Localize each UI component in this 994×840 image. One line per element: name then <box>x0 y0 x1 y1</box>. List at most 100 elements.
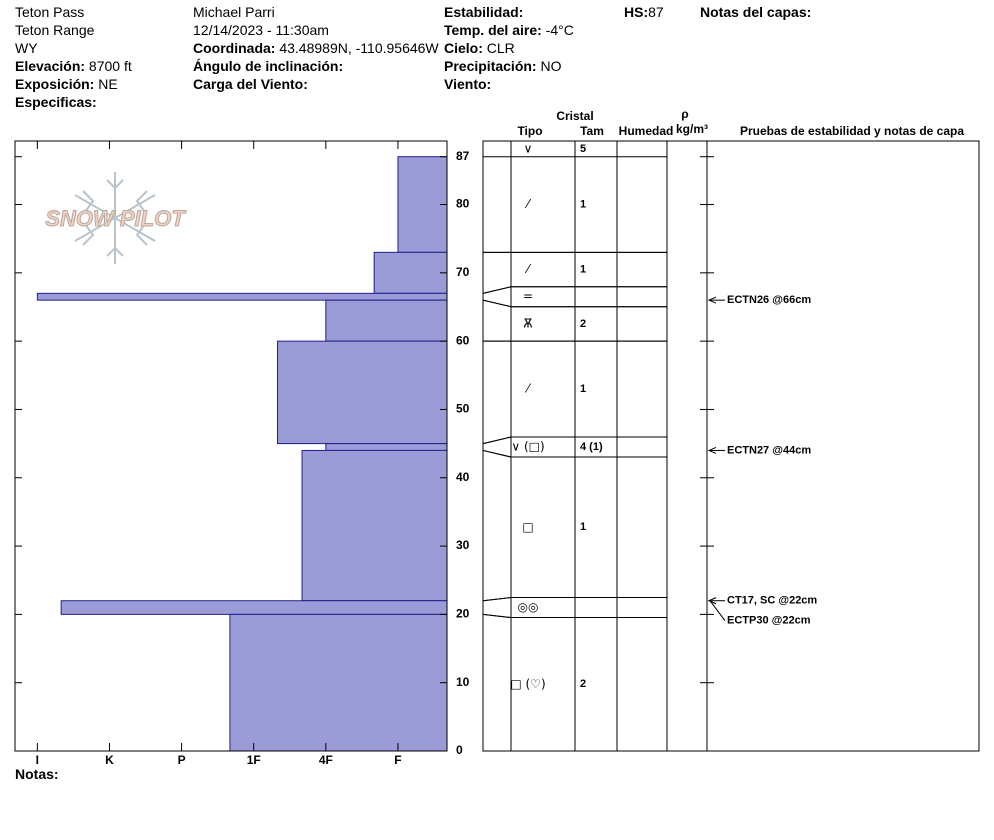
value: 43.48989N, -110.95646W <box>279 40 439 56</box>
stability: Estabilidad: <box>444 3 523 21</box>
grain-symbol: ∨ <box>524 141 533 155</box>
datetime: 12/14/2023 - 11:30am <box>193 22 329 38</box>
grain-size: 4 (1) <box>580 441 603 453</box>
plot-frame <box>14 140 448 752</box>
label: Temp. del aire: <box>444 22 542 38</box>
layer-boundary <box>482 299 667 308</box>
y-tick-label: 87 <box>456 149 470 163</box>
label: HS: <box>624 4 649 20</box>
column-header: kg/m³ <box>676 122 708 136</box>
slope: Ángulo de inclinación: <box>193 57 343 75</box>
grain-symbol: □ <box>522 520 533 534</box>
coordinates: Coordinada: 43.48989N, -110.95646W <box>193 39 439 57</box>
test-label: CT17, SC @22cm <box>727 595 817 607</box>
layer-notes: Notas del capas: <box>700 3 811 21</box>
grain-size: 5 <box>580 143 586 155</box>
y-tick-label: 70 <box>456 265 470 279</box>
label: Ángulo de inclinación: <box>193 58 344 74</box>
grain-symbol: Ѫ <box>523 316 532 330</box>
x-tick-label: 1F <box>247 753 261 767</box>
label: Carga del Viento: <box>193 76 308 92</box>
test-arrow <box>709 600 726 622</box>
arrow-head <box>707 597 717 605</box>
y-tick-label: 50 <box>456 402 470 416</box>
label: Estabilidad: <box>444 4 524 20</box>
hardness-bar <box>60 600 448 615</box>
hs: HS:87 <box>624 3 664 21</box>
specifics: Especificas: <box>15 93 97 111</box>
value: -4°C <box>545 22 574 38</box>
layer-boundary <box>482 436 667 445</box>
grain-symbol: ∨ (□) <box>511 440 544 454</box>
hardness-bar <box>36 292 448 301</box>
hardness-bar <box>325 443 448 451</box>
logo-text: SNOW PILOT <box>45 206 186 231</box>
value: 87 <box>648 4 664 20</box>
x-tick-label: F <box>394 753 401 767</box>
test-label: ECTN26 @66cm <box>727 294 811 306</box>
y-tick-label: 60 <box>456 333 470 347</box>
grain-symbol: ◎◎ <box>518 600 539 614</box>
hardness-bar <box>373 251 448 294</box>
value: NE <box>98 76 118 92</box>
column-header: Tam <box>580 124 604 138</box>
layer-boundary <box>482 597 667 602</box>
label: Elevación: <box>15 58 86 74</box>
label: Coordinada: <box>193 40 276 56</box>
hardness-bar <box>397 156 448 253</box>
elevation: Elevación: 8700 ft <box>15 57 132 75</box>
label: Notas del capas: <box>700 4 812 20</box>
column-header: Pruebas de estabilidad y notas de capa <box>740 124 964 138</box>
hardness-bar <box>229 613 448 752</box>
precipitation: Precipitación: NO <box>444 57 561 75</box>
logo <box>74 172 156 264</box>
test-label: ECTP30 @22cm <box>727 615 811 627</box>
grain-size: 1 <box>580 263 586 275</box>
grain-symbol: ⁄ <box>524 382 532 396</box>
table-frame <box>482 140 980 752</box>
y-tick-label: 0 <box>456 743 463 757</box>
hardness-bar <box>325 299 448 342</box>
label: Viento: <box>444 76 492 92</box>
aspect: Exposición: NE <box>15 75 118 93</box>
grain-symbol: = <box>523 289 533 303</box>
label: Especificas: <box>15 94 97 110</box>
y-tick-label: 20 <box>456 607 470 621</box>
grain-size: 1 <box>580 383 586 395</box>
state: WY <box>15 40 38 56</box>
column-header: Tipo <box>517 124 542 138</box>
value: NO <box>540 58 562 74</box>
y-tick-label: 30 <box>456 538 470 552</box>
x-tick-label: K <box>105 753 114 767</box>
label: Cielo: <box>444 40 483 56</box>
value: 8700 ft <box>88 58 132 74</box>
x-tick-label: I <box>36 753 39 767</box>
column-header: ρ <box>681 107 688 121</box>
notes: Notas: <box>15 765 59 783</box>
grain-symbol: ⁄ <box>524 197 532 211</box>
arrow-head <box>707 296 717 304</box>
label: Exposición: <box>15 76 95 92</box>
location: Teton Pass <box>15 4 85 20</box>
hardness-bar <box>277 340 448 445</box>
hardness-bar <box>301 449 448 602</box>
sky: Cielo: CLR <box>444 39 515 57</box>
layer-boundary <box>482 613 667 619</box>
y-tick-label: 80 <box>456 197 470 211</box>
y-tick-label: 40 <box>456 470 470 484</box>
air-temp: Temp. del aire: -4°C <box>444 21 574 39</box>
column-header: Humedad <box>619 124 674 138</box>
wind: Viento: <box>444 75 491 93</box>
layer-boundary <box>482 286 667 294</box>
label: Notas: <box>15 766 59 782</box>
grain-symbol: □ (♡) <box>510 677 545 691</box>
column-header: Cristal <box>556 109 593 123</box>
grain-size: 2 <box>580 678 586 690</box>
label: Precipitación: <box>444 58 537 74</box>
layer-boundary <box>482 449 667 458</box>
x-tick-label: 4F <box>319 753 333 767</box>
grain-size: 1 <box>580 521 586 533</box>
arrow-head <box>707 446 717 454</box>
